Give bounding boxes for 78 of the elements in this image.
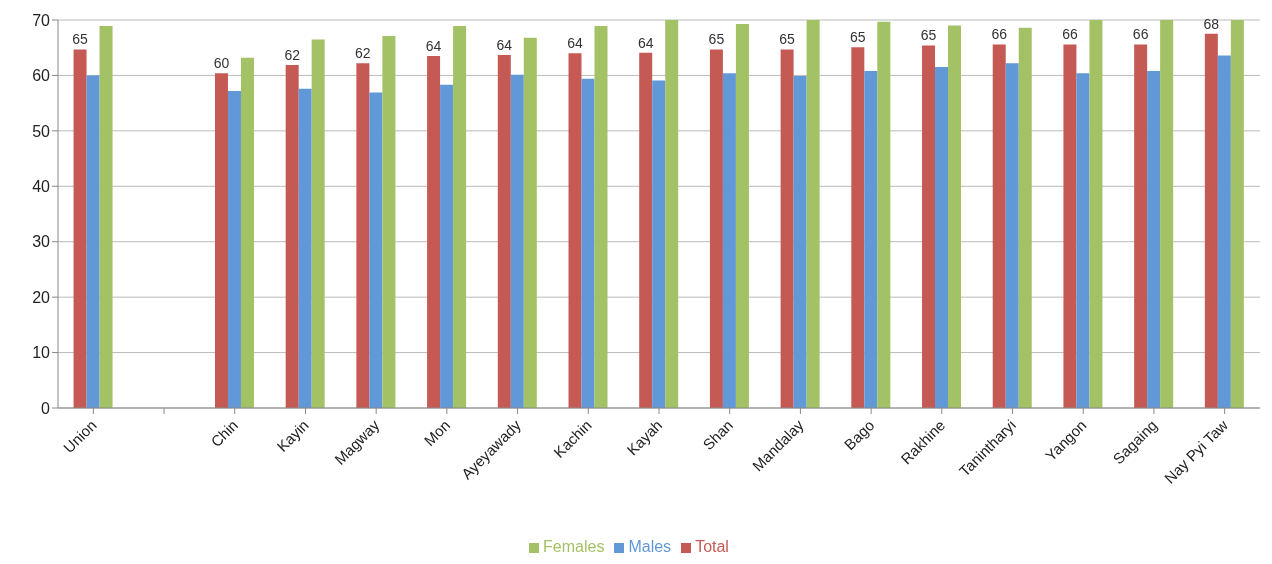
data-label: 62	[284, 46, 301, 63]
x-tick-label: Nay Pyi Taw	[1160, 416, 1232, 487]
y-tick-label: 70	[32, 11, 51, 29]
bar	[240, 57, 254, 408]
bar	[369, 92, 383, 408]
bar	[877, 21, 891, 408]
bar	[594, 26, 608, 408]
bar	[793, 75, 807, 408]
bar	[1204, 33, 1218, 408]
bar	[1217, 55, 1231, 408]
bar	[1089, 20, 1103, 408]
data-label: 65	[850, 29, 866, 46]
bar	[935, 67, 949, 408]
bar	[735, 23, 749, 408]
bar	[453, 26, 467, 408]
legend-label: Females	[543, 538, 605, 555]
data-label: 60	[213, 55, 230, 72]
data-label: 66	[1062, 26, 1078, 43]
bar	[581, 78, 595, 408]
legend-label: Total	[695, 538, 729, 555]
y-tick-label: 0	[41, 399, 51, 417]
data-label: 62	[355, 45, 371, 62]
bar	[427, 56, 441, 408]
bar	[722, 73, 736, 408]
bar	[948, 25, 962, 408]
bar	[99, 26, 113, 408]
bar	[440, 84, 454, 408]
bar	[497, 54, 511, 408]
bar	[73, 49, 87, 408]
data-label: 65	[779, 31, 796, 48]
y-tick-label: 50	[32, 122, 51, 140]
bar	[1076, 73, 1090, 408]
y-tick-label: 40	[32, 177, 51, 195]
data-label: 66	[1132, 26, 1149, 43]
bar	[382, 36, 396, 408]
bar	[356, 63, 370, 408]
bar	[922, 45, 936, 408]
bar	[780, 49, 794, 408]
legend-label: Males	[628, 538, 672, 555]
y-tick-label: 10	[32, 344, 51, 362]
bar	[86, 75, 100, 408]
bar	[652, 80, 666, 408]
bar	[1160, 20, 1174, 408]
bar	[311, 39, 325, 408]
data-label: 64	[637, 34, 654, 51]
data-label: 64	[567, 35, 583, 52]
data-label: 65	[708, 31, 725, 48]
bar	[1063, 44, 1077, 408]
bar	[806, 20, 820, 408]
y-tick-label: 30	[32, 233, 51, 251]
bar	[851, 47, 865, 408]
data-label: 65	[920, 27, 937, 44]
bar	[992, 44, 1006, 408]
data-label: 65	[72, 31, 89, 48]
x-tick-label: Mon	[420, 416, 454, 449]
data-label: 64	[496, 36, 513, 53]
y-tick-label: 60	[32, 67, 51, 85]
bar	[510, 74, 524, 408]
bar	[1018, 27, 1032, 408]
bar	[864, 70, 878, 408]
bar	[227, 90, 241, 408]
bar	[298, 88, 312, 408]
bar	[665, 20, 679, 408]
y-tick-label: 20	[32, 288, 51, 306]
bar	[568, 53, 582, 408]
data-label: 68	[1203, 15, 1220, 32]
data-label: 64	[425, 38, 442, 55]
bar	[709, 49, 723, 408]
data-label: 66	[991, 26, 1008, 43]
bar	[285, 64, 299, 408]
bar	[1005, 63, 1019, 408]
x-tick-label: Chin	[207, 416, 242, 451]
bar	[1134, 44, 1148, 408]
bar	[523, 37, 537, 408]
bar	[1147, 70, 1161, 408]
bar	[214, 73, 228, 408]
bar	[639, 52, 653, 408]
bar	[1230, 20, 1244, 408]
